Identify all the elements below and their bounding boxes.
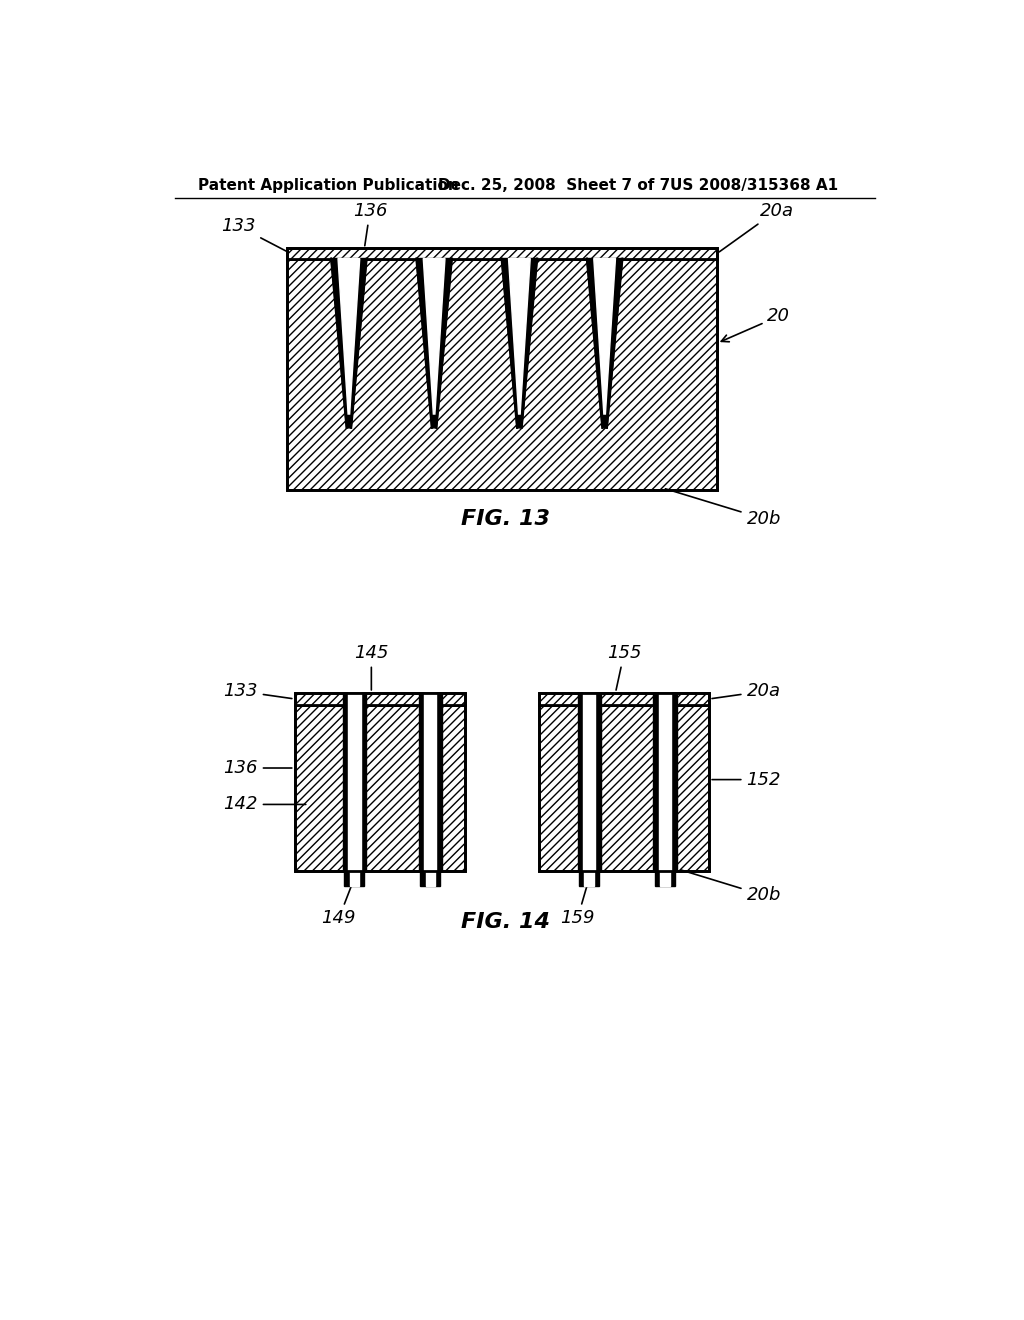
Bar xyxy=(287,248,717,259)
Polygon shape xyxy=(587,259,623,428)
Polygon shape xyxy=(579,871,599,886)
Text: 152: 152 xyxy=(712,771,781,788)
Text: FIG. 13: FIG. 13 xyxy=(461,508,550,529)
Polygon shape xyxy=(343,693,366,871)
Text: 133: 133 xyxy=(221,218,289,252)
Text: 20a: 20a xyxy=(719,202,794,252)
Text: 133: 133 xyxy=(223,682,292,700)
Polygon shape xyxy=(655,871,675,886)
Polygon shape xyxy=(420,871,440,886)
Text: 20b: 20b xyxy=(681,870,781,904)
Text: 136: 136 xyxy=(352,202,387,246)
Polygon shape xyxy=(426,871,435,886)
Bar xyxy=(287,259,717,490)
Text: Patent Application Publication: Patent Application Publication xyxy=(198,178,459,193)
Text: 136: 136 xyxy=(223,759,292,777)
Polygon shape xyxy=(344,871,365,886)
Text: Dec. 25, 2008  Sheet 7 of 7: Dec. 25, 2008 Sheet 7 of 7 xyxy=(438,178,671,193)
Bar xyxy=(295,693,465,705)
Polygon shape xyxy=(578,693,601,871)
Bar xyxy=(539,705,710,871)
Polygon shape xyxy=(502,259,538,428)
Polygon shape xyxy=(585,871,594,886)
Polygon shape xyxy=(658,693,672,871)
Bar xyxy=(539,693,710,871)
Polygon shape xyxy=(660,871,670,886)
Polygon shape xyxy=(653,693,677,871)
Polygon shape xyxy=(424,693,436,871)
Text: 149: 149 xyxy=(322,880,356,928)
Polygon shape xyxy=(583,693,595,871)
Polygon shape xyxy=(423,259,445,414)
Text: 20: 20 xyxy=(721,308,791,342)
Polygon shape xyxy=(338,259,359,414)
Polygon shape xyxy=(419,693,442,871)
Polygon shape xyxy=(331,259,367,428)
Text: 145: 145 xyxy=(354,644,388,690)
Bar xyxy=(287,248,717,490)
Text: 155: 155 xyxy=(607,644,641,690)
Polygon shape xyxy=(417,259,452,428)
Polygon shape xyxy=(594,259,615,414)
Text: FIG. 14: FIG. 14 xyxy=(461,912,550,932)
Bar xyxy=(295,693,465,871)
Text: US 2008/315368 A1: US 2008/315368 A1 xyxy=(671,178,839,193)
Polygon shape xyxy=(509,259,530,414)
Polygon shape xyxy=(349,871,359,886)
Bar xyxy=(295,705,465,871)
Bar xyxy=(539,693,710,705)
Text: 20b: 20b xyxy=(666,488,781,528)
Text: 20a: 20a xyxy=(712,682,780,700)
Polygon shape xyxy=(348,693,360,871)
Text: 142: 142 xyxy=(223,796,306,813)
Text: 159: 159 xyxy=(560,880,595,928)
